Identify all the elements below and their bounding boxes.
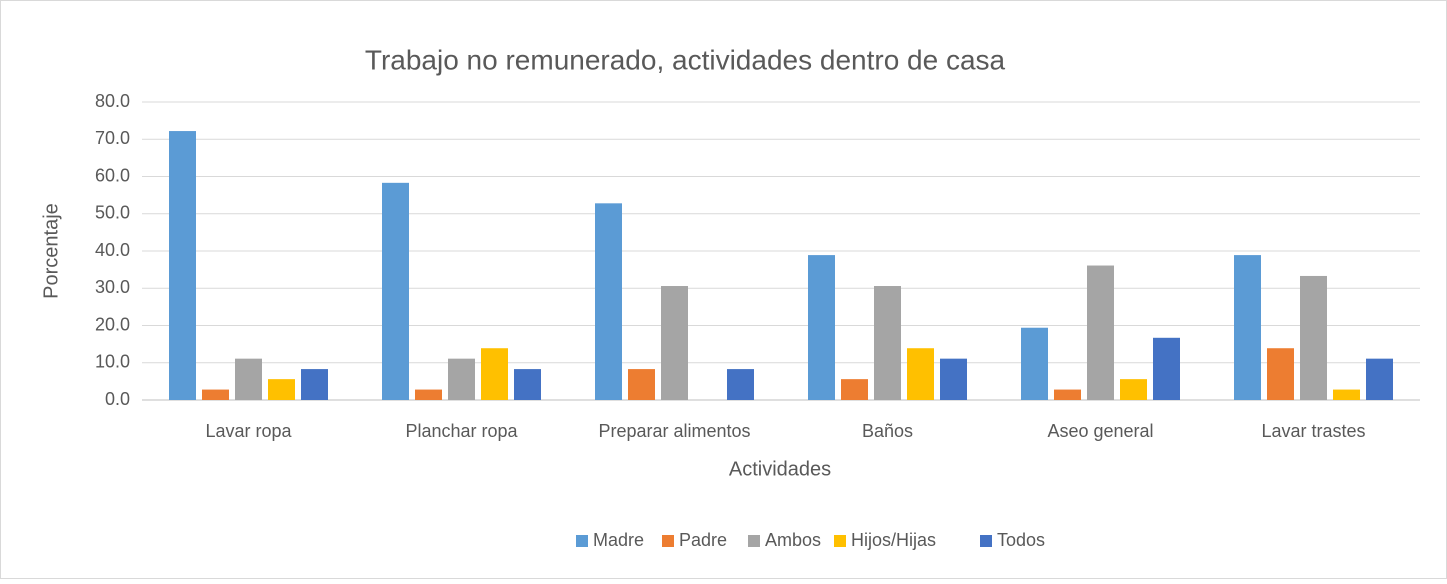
legend-label: Hijos/Hijas: [851, 530, 936, 550]
bar: [235, 358, 262, 400]
bar: [841, 379, 868, 400]
y-tick-label: 70.0: [95, 128, 130, 148]
y-tick-label: 30.0: [95, 277, 130, 297]
bar: [907, 348, 934, 400]
y-tick-label: 60.0: [95, 165, 130, 185]
x-axis-label: Actividades: [729, 458, 831, 480]
y-tick-label: 40.0: [95, 240, 130, 260]
bar: [1120, 379, 1147, 400]
bar: [1087, 265, 1114, 400]
bar: [1153, 337, 1180, 400]
bar: [1300, 275, 1327, 400]
bar: [661, 286, 688, 400]
x-tick-label: Lavar ropa: [205, 421, 292, 441]
bar: [628, 369, 655, 400]
bar: [940, 358, 967, 400]
bar: [169, 131, 196, 400]
legend-swatch: [980, 535, 992, 547]
y-tick-label: 0.0: [105, 389, 130, 409]
legend-swatch: [662, 535, 674, 547]
y-tick-label: 20.0: [95, 314, 130, 334]
y-tick-label: 50.0: [95, 203, 130, 223]
bar: [301, 369, 328, 400]
bar: [1234, 255, 1261, 400]
x-tick-label: Preparar alimentos: [598, 421, 750, 441]
x-tick-label: Aseo general: [1047, 421, 1153, 441]
bar: [448, 358, 475, 400]
legend-swatch: [748, 535, 760, 547]
bar: [1267, 348, 1294, 400]
bar: [382, 182, 409, 400]
bar: [808, 255, 835, 400]
legend-label: Madre: [593, 530, 644, 550]
legend-swatch: [576, 535, 588, 547]
bar: [202, 389, 229, 400]
legend-swatch: [834, 535, 846, 547]
legend-label: Ambos: [765, 530, 821, 550]
bar: [874, 286, 901, 400]
bar: [727, 369, 754, 400]
x-tick-label: Lavar trastes: [1261, 421, 1365, 441]
bar: [1054, 389, 1081, 400]
y-axis-label: Porcentaje: [40, 203, 62, 299]
bar: [595, 203, 622, 400]
x-tick-label: Planchar ropa: [405, 421, 518, 441]
bar: [415, 389, 442, 400]
legend-label: Todos: [997, 530, 1045, 550]
chart-title: Trabajo no remunerado, actividades dentr…: [365, 44, 1006, 75]
bar: [268, 379, 295, 400]
bar: [1021, 327, 1048, 400]
bar: [1366, 358, 1393, 400]
bar: [481, 348, 508, 400]
x-tick-label: Baños: [862, 421, 913, 441]
y-tick-label: 80.0: [95, 91, 130, 111]
bar: [1333, 389, 1360, 400]
legend-label: Padre: [679, 530, 727, 550]
y-tick-label: 10.0: [95, 352, 130, 372]
bar: [514, 369, 541, 400]
